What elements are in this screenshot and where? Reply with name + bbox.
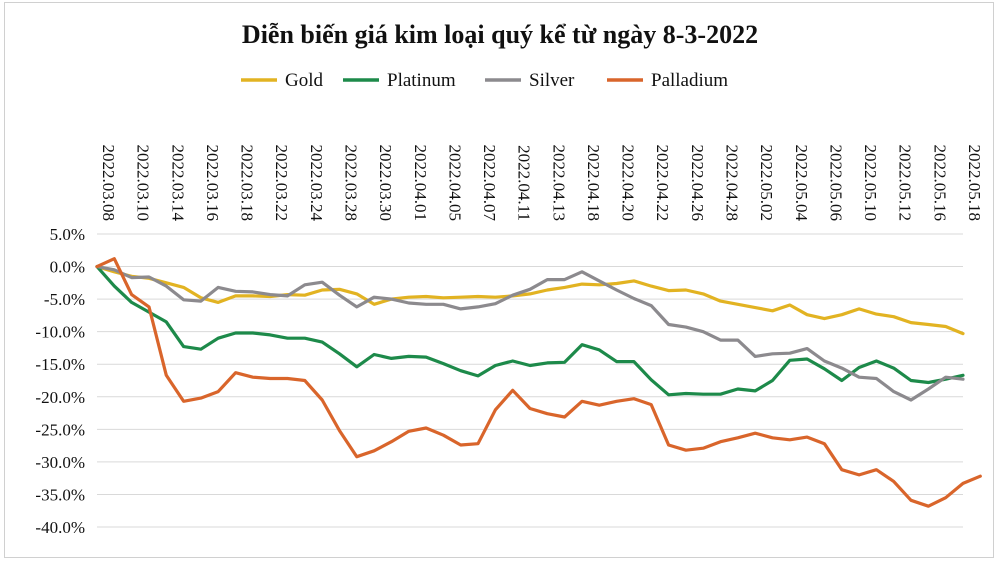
x-tick-label: 2022.04.26 (688, 145, 707, 222)
x-tick-label: 2022.03.10 (134, 145, 153, 222)
x-axis-ticks: 2022.03.08 2022.03.10 2022.03.14 2022.03.16… (99, 144, 984, 221)
x-tick-label: 2022.04.07 (480, 144, 499, 221)
x-tick-label: 2022.05.02 (757, 145, 776, 222)
y-tick-label: -40.0% (35, 518, 85, 537)
x-tick-label: 2022.03.08 (99, 145, 118, 222)
x-tick-label: 2022.03.14 (168, 145, 187, 222)
x-tick-label: 2022.04.01 (411, 145, 430, 222)
chart-title: Diễn biến giá kim loại quý kể từ ngày 8-… (242, 20, 758, 49)
series-line-gold (95, 265, 965, 336)
x-tick-label: 2022.04.11 (515, 145, 534, 221)
legend-label-gold: Gold (285, 70, 324, 91)
gridlines (97, 233, 963, 528)
x-tick-label: 2022.04.18 (584, 145, 603, 222)
x-tick-label: 2022.04.22 (653, 145, 672, 222)
x-tick-label: 2022.03.22 (272, 145, 291, 222)
legend-label-platinum: Platinum (387, 70, 456, 91)
y-tick-label: 0.0% (50, 258, 85, 277)
x-tick-label: 2022.03.24 (307, 145, 326, 222)
y-axis-ticks: 5.0% 0.0% -5.0% -10.0% -15.0% -20.0% -25.0% -30… (35, 225, 85, 537)
y-tick-label: -20.0% (35, 388, 85, 407)
y-tick-label: -35.0% (35, 485, 85, 504)
x-tick-label: 2022.04.13 (549, 145, 568, 222)
y-tick-label: -10.0% (35, 323, 85, 342)
x-tick-label: 2022.05.12 (896, 145, 915, 222)
series-line-platinum (95, 265, 965, 397)
x-tick-label: 2022.03.18 (238, 145, 257, 222)
series-lines (95, 257, 982, 508)
x-tick-label: 2022.05.18 (965, 145, 984, 222)
y-tick-label: 5.0% (50, 225, 85, 244)
x-tick-label: 2022.05.10 (861, 145, 880, 222)
x-tick-label: 2022.05.16 (930, 145, 949, 222)
x-tick-label: 2022.05.04 (792, 145, 811, 222)
legend-label-palladium: Palladium (651, 70, 728, 91)
y-tick-label: -5.0% (44, 290, 85, 309)
x-tick-label: 2022.03.16 (203, 145, 222, 222)
y-tick-label: -25.0% (35, 420, 85, 439)
y-tick-label: -15.0% (35, 355, 85, 374)
legend: Gold Platinum Silver Palladium (241, 70, 728, 91)
x-tick-label: 2022.04.28 (723, 145, 742, 222)
x-tick-label: 2022.03.28 (341, 145, 360, 222)
x-tick-label: 2022.03.30 (376, 145, 395, 222)
line-chart: Diễn biến giá kim loại quý kể từ ngày 8-… (35, 20, 984, 537)
x-tick-label: 2022.04.20 (619, 145, 638, 222)
y-tick-label: -30.0% (35, 453, 85, 472)
series-line-palladium (95, 257, 982, 508)
x-tick-label: 2022.04.05 (445, 144, 464, 221)
x-tick-label: 2022.05.06 (826, 145, 845, 222)
chart-frame: Diễn biến giá kim loại quý kể từ ngày 8-… (4, 2, 994, 558)
legend-label-silver: Silver (529, 70, 575, 91)
series-line-silver (95, 265, 965, 402)
